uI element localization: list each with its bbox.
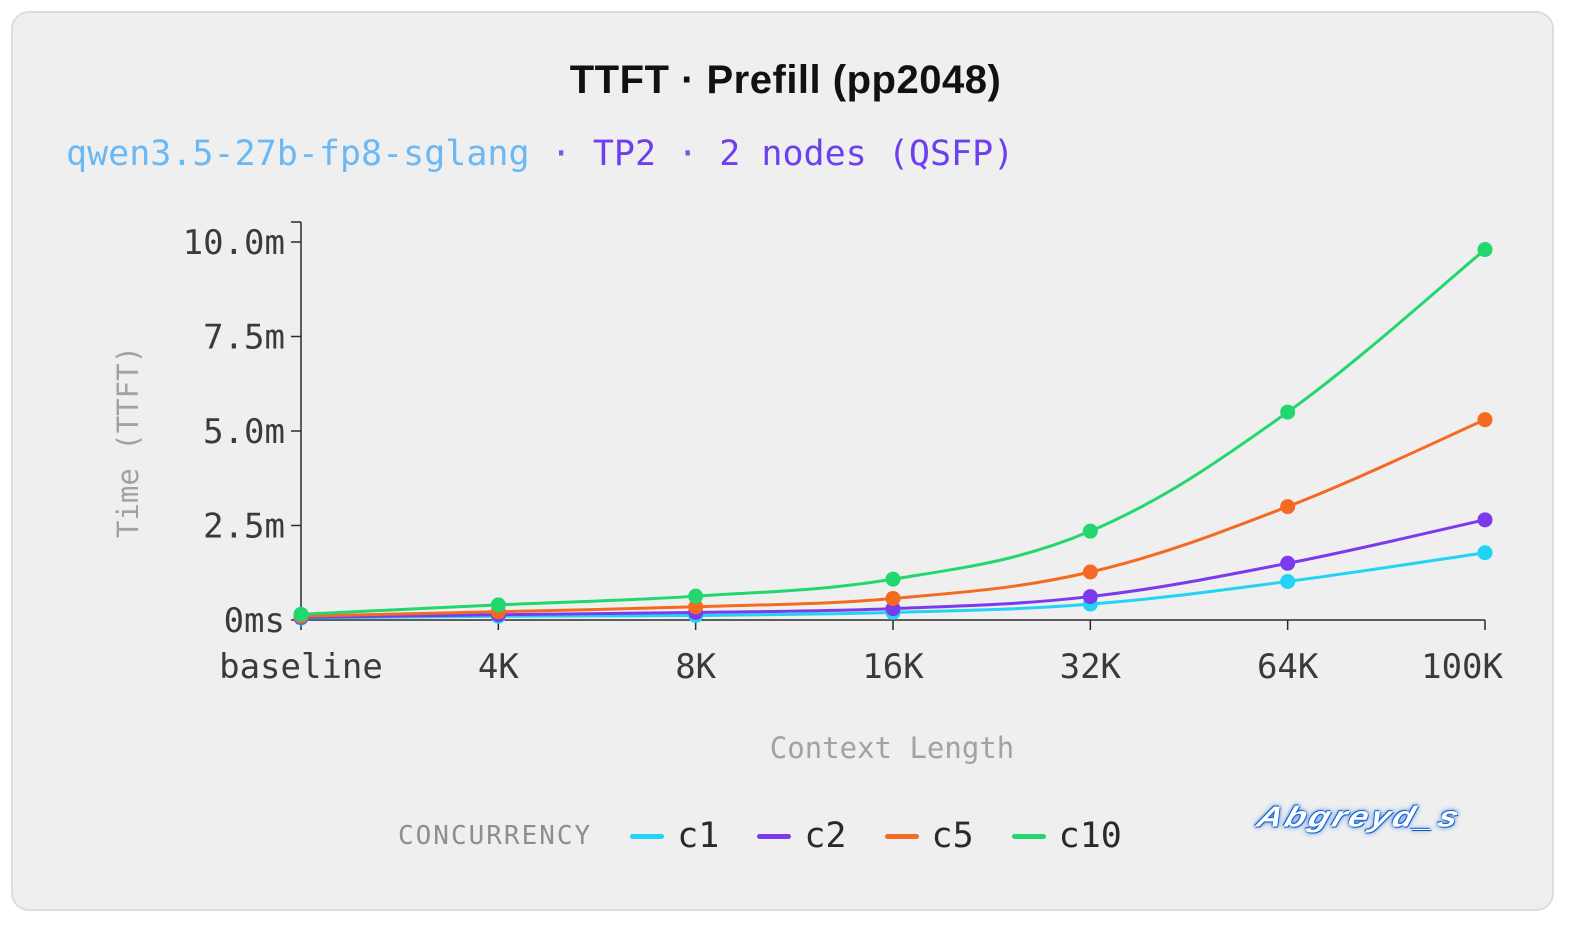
x-axis-title: Context Length	[770, 731, 1014, 765]
subtitle-separator: ·	[529, 134, 593, 174]
data-point-c5	[1082, 564, 1098, 580]
legend-swatch	[1011, 833, 1046, 839]
subtitle-tp: TP2	[592, 134, 657, 174]
subtitle-model: qwen3.5-27b-fp8-sglang	[66, 134, 530, 174]
x-tick-label: 4K	[478, 647, 519, 687]
chart-subtitle: qwen3.5-27b-fp8-sglang · TP2 · 2 nodes (…	[66, 134, 1014, 174]
data-point-c2	[1082, 589, 1098, 605]
data-point-c10	[1280, 404, 1296, 420]
y-tick-label: 7.5m	[203, 318, 285, 358]
series-c5	[293, 412, 1493, 624]
legend-item-c1[interactable]: c1	[630, 816, 719, 856]
legend-label: c1	[677, 816, 720, 856]
legend-label: c5	[931, 816, 974, 856]
x-tick-label: baseline	[219, 647, 383, 687]
legend-item-c10[interactable]: c10	[1011, 816, 1122, 856]
y-tick-label: 0ms	[224, 601, 285, 641]
data-point-c10	[490, 597, 506, 613]
data-point-c2	[1477, 512, 1493, 528]
data-point-c10	[688, 588, 704, 604]
x-tick-label: 8K	[675, 647, 716, 687]
legend: CONCURRENCY c1 c2 c5 c10	[398, 812, 1160, 860]
legend-swatch	[630, 833, 665, 839]
data-point-c10	[1082, 523, 1098, 539]
x-tick-label: 32K	[1060, 647, 1122, 687]
y-tick-label: 5.0m	[203, 412, 285, 452]
x-tick-label: 64K	[1257, 647, 1319, 687]
data-point-c5	[1280, 499, 1296, 515]
series-c10	[293, 242, 1493, 622]
y-axis-title: Time (TTFT)	[111, 346, 145, 538]
series-line-c5	[300, 418, 1486, 618]
data-point-c2	[1280, 555, 1296, 571]
subtitle-nodes: 2 nodes (QSFP)	[719, 134, 1015, 174]
data-point-c1	[1477, 545, 1493, 561]
legend-label: c2	[804, 816, 847, 856]
y-tick-label: 10.0m	[183, 223, 285, 263]
data-point-c1	[1280, 573, 1296, 589]
x-tick-label: 16K	[862, 647, 924, 687]
chart-title: TTFT · Prefill (pp2048)	[569, 58, 1002, 102]
data-point-c10	[1477, 242, 1493, 258]
legend-item-c5[interactable]: c5	[884, 816, 974, 856]
watermark-logo: Abgreyd_s	[1252, 800, 1467, 834]
data-point-c10	[293, 606, 309, 622]
series-c2	[293, 512, 1493, 625]
data-point-c5	[885, 590, 901, 606]
series-group	[293, 242, 1493, 626]
subtitle-separator: ·	[656, 134, 720, 174]
data-point-c5	[688, 599, 704, 615]
legend-swatch	[757, 833, 792, 839]
data-point-c5	[1477, 412, 1493, 428]
legend-swatch	[884, 833, 919, 839]
chart-card	[11, 11, 1554, 911]
legend-label: c10	[1058, 816, 1122, 856]
y-tick-label: 2.5m	[203, 507, 285, 547]
data-point-c10	[885, 571, 901, 587]
legend-item-c2[interactable]: c2	[757, 816, 847, 856]
x-tick-label: 100K	[1421, 647, 1503, 687]
legend-title: CONCURRENCY	[398, 821, 593, 851]
